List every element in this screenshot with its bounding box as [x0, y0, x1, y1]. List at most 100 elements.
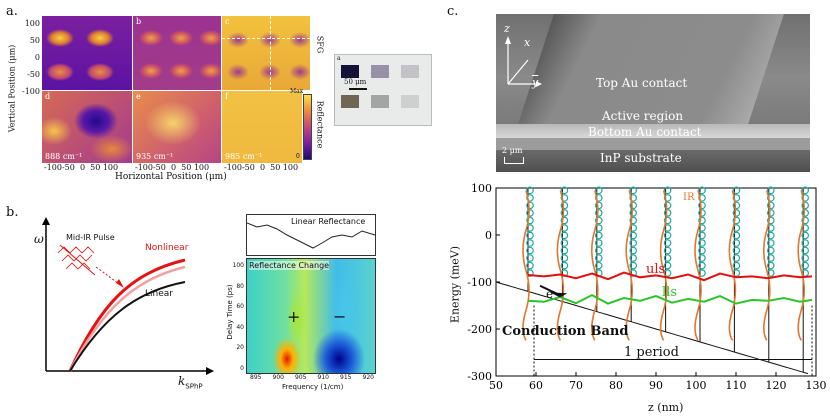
delay-tick: 80 [236, 282, 244, 290]
orbit-coil [801, 194, 810, 202]
sample-inset: a 50 μm [334, 54, 432, 126]
orbit-coil [595, 246, 603, 255]
axis-y-label: y [532, 76, 539, 89]
orbit-coil [560, 239, 569, 247]
ir-field-trace [694, 190, 702, 341]
orbit-coil [801, 246, 810, 255]
band-diagram-chart: 50 60 70 80 90 100 110 120 130 100 0 -100 -200 -300 [467, 182, 826, 392]
orbit-coil [732, 194, 741, 202]
conduction-band-label: Conduction Band [502, 324, 629, 339]
sem-scalebar [504, 157, 524, 164]
energy-ylabel: Energy (meV) [449, 240, 462, 330]
sub-label-f: f [225, 92, 228, 101]
orbit-coil [629, 216, 638, 225]
orbit-coil [698, 216, 706, 225]
k-subscript: SPhP [185, 382, 203, 391]
freq-tick: 895 [250, 374, 262, 381]
period-label: 1 period [624, 345, 679, 360]
pulse-arrow [95, 266, 121, 286]
reflectance-change-title: Reflectance Change [249, 261, 330, 270]
energy-ylabel-text: Energy (meV) [448, 245, 462, 324]
sub-label-b: b [136, 17, 142, 26]
reflectance-map-e: e 935 cm⁻¹ [133, 91, 221, 163]
y-tick-label: -300 [467, 370, 492, 383]
orbit-coil [663, 216, 672, 225]
pad [341, 95, 359, 108]
axis-x-label: x [524, 36, 531, 49]
ir-field-trace [556, 190, 565, 341]
orbit-coil [766, 246, 775, 255]
orbit-coil [801, 254, 810, 262]
series-line-uls [527, 271, 813, 282]
orbit-coil [595, 194, 603, 202]
orbit-coil [663, 261, 672, 270]
ir-field-trace [625, 190, 633, 341]
orbit-coil [595, 239, 603, 247]
orbit-coil [629, 194, 638, 202]
freq-tick: 910 [317, 374, 329, 381]
wavenumber-985: 985 cm⁻¹ [225, 152, 263, 161]
panel-c-label: c. [447, 4, 459, 19]
linear-label: Linear [145, 289, 173, 299]
freq-ticks: 895 900 905 910 915 920 [250, 374, 374, 381]
orbit-coil [629, 209, 638, 217]
orbit-coil [629, 201, 638, 210]
wavenumber-888: 888 cm⁻¹ [45, 152, 83, 161]
xticks-2: -100-50 0 50 100 [135, 163, 210, 172]
sem-image: z x y Top Au contact Active region Botto… [496, 14, 810, 172]
freq-tick: 900 [272, 374, 284, 381]
dashed-guide-h [222, 38, 310, 39]
y-tick-label: -100 [467, 276, 492, 289]
orbit-coil [560, 201, 569, 210]
linear-curve [69, 281, 186, 372]
k-arrow [206, 367, 214, 375]
series-line-lls [527, 294, 813, 305]
orbit-coil [732, 201, 741, 210]
pulse-wavefronts [57, 246, 95, 270]
orbit-coil [801, 209, 810, 217]
panel-b-label: b. [6, 205, 19, 220]
orbit-coil [698, 254, 706, 262]
linear-reflectance-box: Linear Reflectance [246, 214, 376, 256]
reflectance-change-heatmap: Reflectance Change + − [246, 258, 376, 374]
delay-ticks: 100 80 60 40 20 0 [228, 256, 244, 379]
orbit-coil [698, 209, 706, 217]
minus-sign: − [333, 307, 347, 326]
orbit-coil [595, 254, 603, 262]
sfg-map-c: c [222, 16, 310, 90]
pad [371, 65, 389, 78]
substrate-label: InP substrate [600, 151, 682, 165]
x-tick-label: 100 [686, 379, 707, 392]
ir-field-trace [797, 190, 805, 341]
sub-label-d: d [45, 92, 51, 101]
orbit-coil [766, 254, 775, 262]
ir-field-trace [763, 190, 771, 341]
orbit-coil [801, 231, 810, 240]
orbit-coil [526, 201, 534, 210]
orbit-coil [560, 254, 569, 262]
ytick: -100 [22, 87, 40, 96]
pulse-wave [59, 244, 96, 276]
orbit-coil [732, 231, 741, 240]
orbit-coil [801, 216, 810, 225]
orbit-coil [766, 201, 775, 210]
colorbar-min: 0 [296, 153, 300, 160]
top-contact-label: Top Au contact [596, 76, 688, 90]
freq-tick: 905 [295, 374, 307, 381]
ir-field-trace [591, 190, 599, 341]
sfg-map-b: b [133, 16, 221, 90]
x-tick-label: 50 [489, 379, 503, 392]
orbit-coil [663, 254, 672, 262]
sem-scalebar-label: 2 μm [502, 146, 523, 155]
dispersion-plot [42, 217, 214, 375]
orbit-coil [732, 209, 741, 217]
x-tick-label: 70 [569, 379, 583, 392]
orbit-coil [732, 254, 741, 262]
freq-label: Frequency (1/cm) [282, 383, 344, 391]
orbit-coil [560, 209, 569, 217]
x-tick-label: 80 [609, 379, 623, 392]
panel-a-xlabel: Horizontal Position (μm) [115, 172, 227, 182]
orbit-coil [732, 216, 741, 225]
orbit-coil [595, 209, 603, 217]
orbit-coil [526, 239, 534, 247]
